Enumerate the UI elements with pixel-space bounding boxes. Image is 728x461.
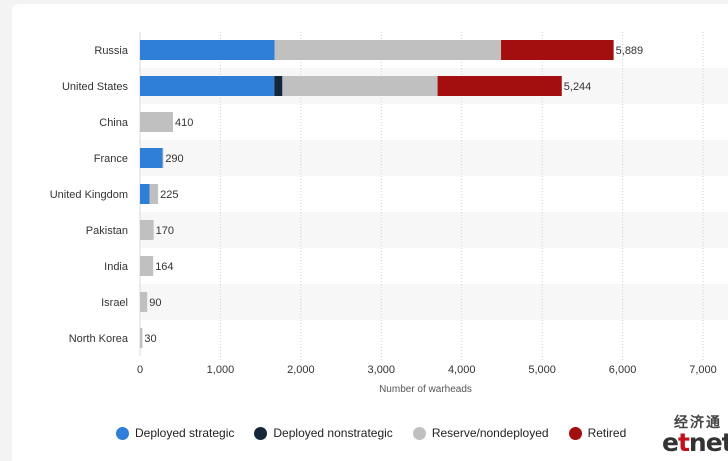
legend-dot xyxy=(568,426,582,440)
x-tick-label: 6,000 xyxy=(609,364,637,376)
bar-segment-deployed-strategic xyxy=(140,40,275,60)
total-value-label: 90 xyxy=(149,297,161,309)
bar-segment-deployed-nonstrategic xyxy=(274,76,283,96)
x-axis-ticks: 0 1,000 2,000 3,000 4,000 5,000 6,000 7,000 xyxy=(137,364,717,376)
legend-dot xyxy=(412,426,426,440)
total-value-label: 5,244 xyxy=(564,81,592,93)
bar-segment-reserve-nondeployed xyxy=(140,292,148,312)
total-value-label: 170 xyxy=(156,225,174,237)
x-tick-label: 4,000 xyxy=(448,364,476,376)
category-label: China xyxy=(99,117,129,129)
category-label: United States xyxy=(62,81,129,93)
row-band xyxy=(140,284,728,320)
bar-segment-deployed-strategic xyxy=(140,76,275,96)
bar-segment-reserve-nondeployed xyxy=(140,220,154,240)
category-label: India xyxy=(104,261,129,273)
total-value-label: 290 xyxy=(165,153,183,165)
row-bands xyxy=(140,68,728,320)
x-tick-label: 0 xyxy=(137,364,143,376)
category-label: Pakistan xyxy=(86,225,128,237)
bar-segment-reserve-nondeployed xyxy=(140,256,154,276)
bar-segment-retired xyxy=(437,76,562,96)
bar-segment-deployed-strategic xyxy=(140,184,150,204)
legend: Deployed strategic Deployed nonstrategic… xyxy=(116,424,626,442)
bar-segment-retired xyxy=(501,40,614,60)
bar-segment-reserve-nondeployed xyxy=(149,184,159,204)
legend-item-reserve-nondeployed[interactable]: Reserve/nondeployed xyxy=(412,426,549,440)
bar-segment-reserve-nondeployed xyxy=(282,76,438,96)
total-value-label: 5,889 xyxy=(616,45,644,57)
total-value-label: 410 xyxy=(175,117,193,129)
bar-segment-reserve-nondeployed xyxy=(140,328,143,348)
bar-segment-reserve-nondeployed xyxy=(274,40,502,60)
bar-segment-reserve-nondeployed xyxy=(140,112,173,132)
total-value-label: 225 xyxy=(160,189,178,201)
legend-item-retired[interactable]: Retired xyxy=(568,426,627,440)
legend-dot xyxy=(116,426,129,440)
x-axis-title: Number of warheads xyxy=(379,384,472,395)
legend-label: Reserve/nondeployed xyxy=(431,426,549,440)
etnet-logo: 经济通 etnet xyxy=(662,412,728,458)
x-tick-label: 1,000 xyxy=(207,364,235,376)
bars xyxy=(140,40,614,348)
legend-label: Deployed strategic xyxy=(135,426,235,440)
bar-segment-deployed-strategic xyxy=(140,148,163,168)
x-tick-label: 2,000 xyxy=(287,364,315,376)
row-band xyxy=(140,212,728,248)
x-tick-label: 5,000 xyxy=(528,364,556,376)
legend-item-deployed-strategic[interactable]: Deployed strategic xyxy=(116,426,234,440)
bar-segment-reserve-nondeployed xyxy=(162,148,164,168)
category-label: France xyxy=(94,153,128,165)
logo-chinese-text: 经济通 xyxy=(674,415,722,431)
total-value-label: 30 xyxy=(144,333,156,345)
logo-english-text: etnet xyxy=(662,428,728,457)
category-label: Russia xyxy=(94,45,129,57)
category-label: North Korea xyxy=(69,333,129,345)
value-labels: 5,889 5,244 410 290 225 170 164 90 30 xyxy=(144,45,643,345)
legend-label: Retired xyxy=(587,426,627,440)
legend-label: Deployed nonstrategic xyxy=(273,426,393,440)
legend-item-deployed-nonstrategic[interactable]: Deployed nonstrategic xyxy=(254,426,393,440)
x-tick-label: 7,000 xyxy=(689,364,717,376)
category-label: United Kingdom xyxy=(50,189,128,201)
row-band xyxy=(140,140,728,176)
category-labels: Russia United States China France United Kin… xyxy=(50,45,129,345)
legend-dot xyxy=(254,426,268,440)
x-tick-label: 3,000 xyxy=(368,364,396,376)
total-value-label: 164 xyxy=(155,261,173,273)
category-label: Israel xyxy=(101,297,128,309)
